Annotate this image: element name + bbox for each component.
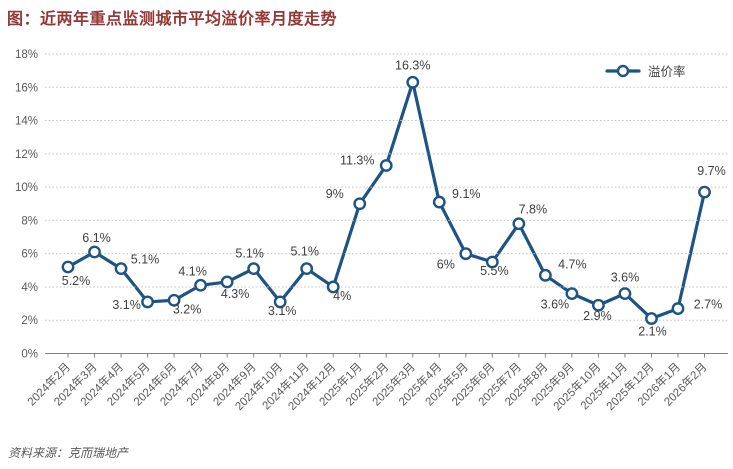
data-point-label: 2.9% — [583, 309, 612, 323]
data-point-label: 2.7% — [694, 298, 723, 312]
data-point-marker — [273, 295, 287, 309]
data-point-marker — [141, 295, 154, 309]
legend: 溢价率 — [605, 64, 686, 79]
data-point-label: 5.1% — [235, 247, 264, 261]
data-point-label: 6% — [437, 258, 455, 272]
data-point-label: 3.6% — [611, 271, 640, 285]
data-point-marker — [485, 255, 499, 269]
data-point-marker — [512, 217, 526, 231]
data-point-label: 4% — [333, 289, 351, 303]
data-point-label: 4.7% — [558, 257, 587, 271]
data-point-marker — [194, 278, 208, 292]
y-axis-tick-label: 4% — [21, 282, 38, 294]
data-source-note: 资料来源：克而瑞地产 — [8, 446, 129, 460]
y-axis-tick-label: 16% — [15, 82, 38, 94]
data-point-label: 7.8% — [519, 203, 548, 217]
data-point-label: 3.2% — [173, 302, 202, 316]
data-point-marker — [247, 262, 261, 276]
data-point-marker — [565, 287, 579, 300]
data-point-marker — [592, 298, 605, 312]
data-point-marker — [432, 195, 446, 209]
data-point-marker — [406, 75, 420, 89]
data-point-label: 4.1% — [178, 264, 207, 278]
data-point-marker — [645, 312, 658, 325]
data-point-marker — [618, 287, 632, 300]
data-point-label: 4.3% — [221, 287, 250, 301]
data-point-label: 5.2% — [62, 274, 91, 288]
y-axis-tick-label: 10% — [15, 182, 38, 194]
data-point-label: 5.5% — [480, 264, 509, 278]
data-point-label: 6.1% — [82, 231, 111, 245]
data-point-marker — [220, 275, 234, 289]
legend-marker-point-icon — [616, 64, 630, 78]
y-axis-tick-label: 8% — [21, 215, 38, 227]
series-line — [66, 80, 707, 321]
data-point-marker — [538, 268, 552, 282]
data-point-label: 16.3% — [395, 58, 430, 72]
data-point-marker — [379, 159, 393, 172]
data-point-marker — [353, 197, 367, 211]
data-point-label: 3.1% — [268, 304, 297, 318]
data-point-marker — [61, 260, 75, 274]
page-title: 图：近两年重点监测城市平均溢价率月度走势 — [7, 11, 338, 28]
y-axis-tick-label: 2% — [21, 315, 38, 327]
data-point-label: 3.6% — [541, 298, 570, 312]
data-point-label: 2.1% — [638, 325, 667, 339]
data-point-label: 3.1% — [112, 298, 141, 312]
data-point-marker — [326, 280, 340, 294]
y-axis-tick-label: 12% — [15, 149, 38, 161]
data-point-label: 9.1% — [452, 187, 481, 201]
y-axis-tick-label: 6% — [21, 249, 38, 261]
data-point-label: 9% — [326, 187, 344, 201]
data-point-label: 5.1% — [290, 245, 319, 259]
data-point-label: 9.7% — [697, 164, 726, 178]
legend-label: 溢价率 — [648, 64, 686, 79]
data-point-label: 11.3% — [340, 153, 375, 167]
y-axis-tick-label: 0% — [21, 349, 38, 361]
y-axis-tick-label: 18% — [15, 49, 38, 61]
data-point-marker — [698, 185, 711, 199]
y-axis-tick-label: 14% — [15, 116, 38, 128]
data-point-label: 5.1% — [131, 253, 160, 267]
data-point-marker — [114, 262, 128, 276]
data-point-marker — [300, 262, 314, 276]
data-point-marker — [167, 293, 181, 307]
data-point-marker — [459, 247, 473, 261]
data-point-marker — [671, 302, 685, 315]
data-point-marker — [88, 245, 101, 259]
